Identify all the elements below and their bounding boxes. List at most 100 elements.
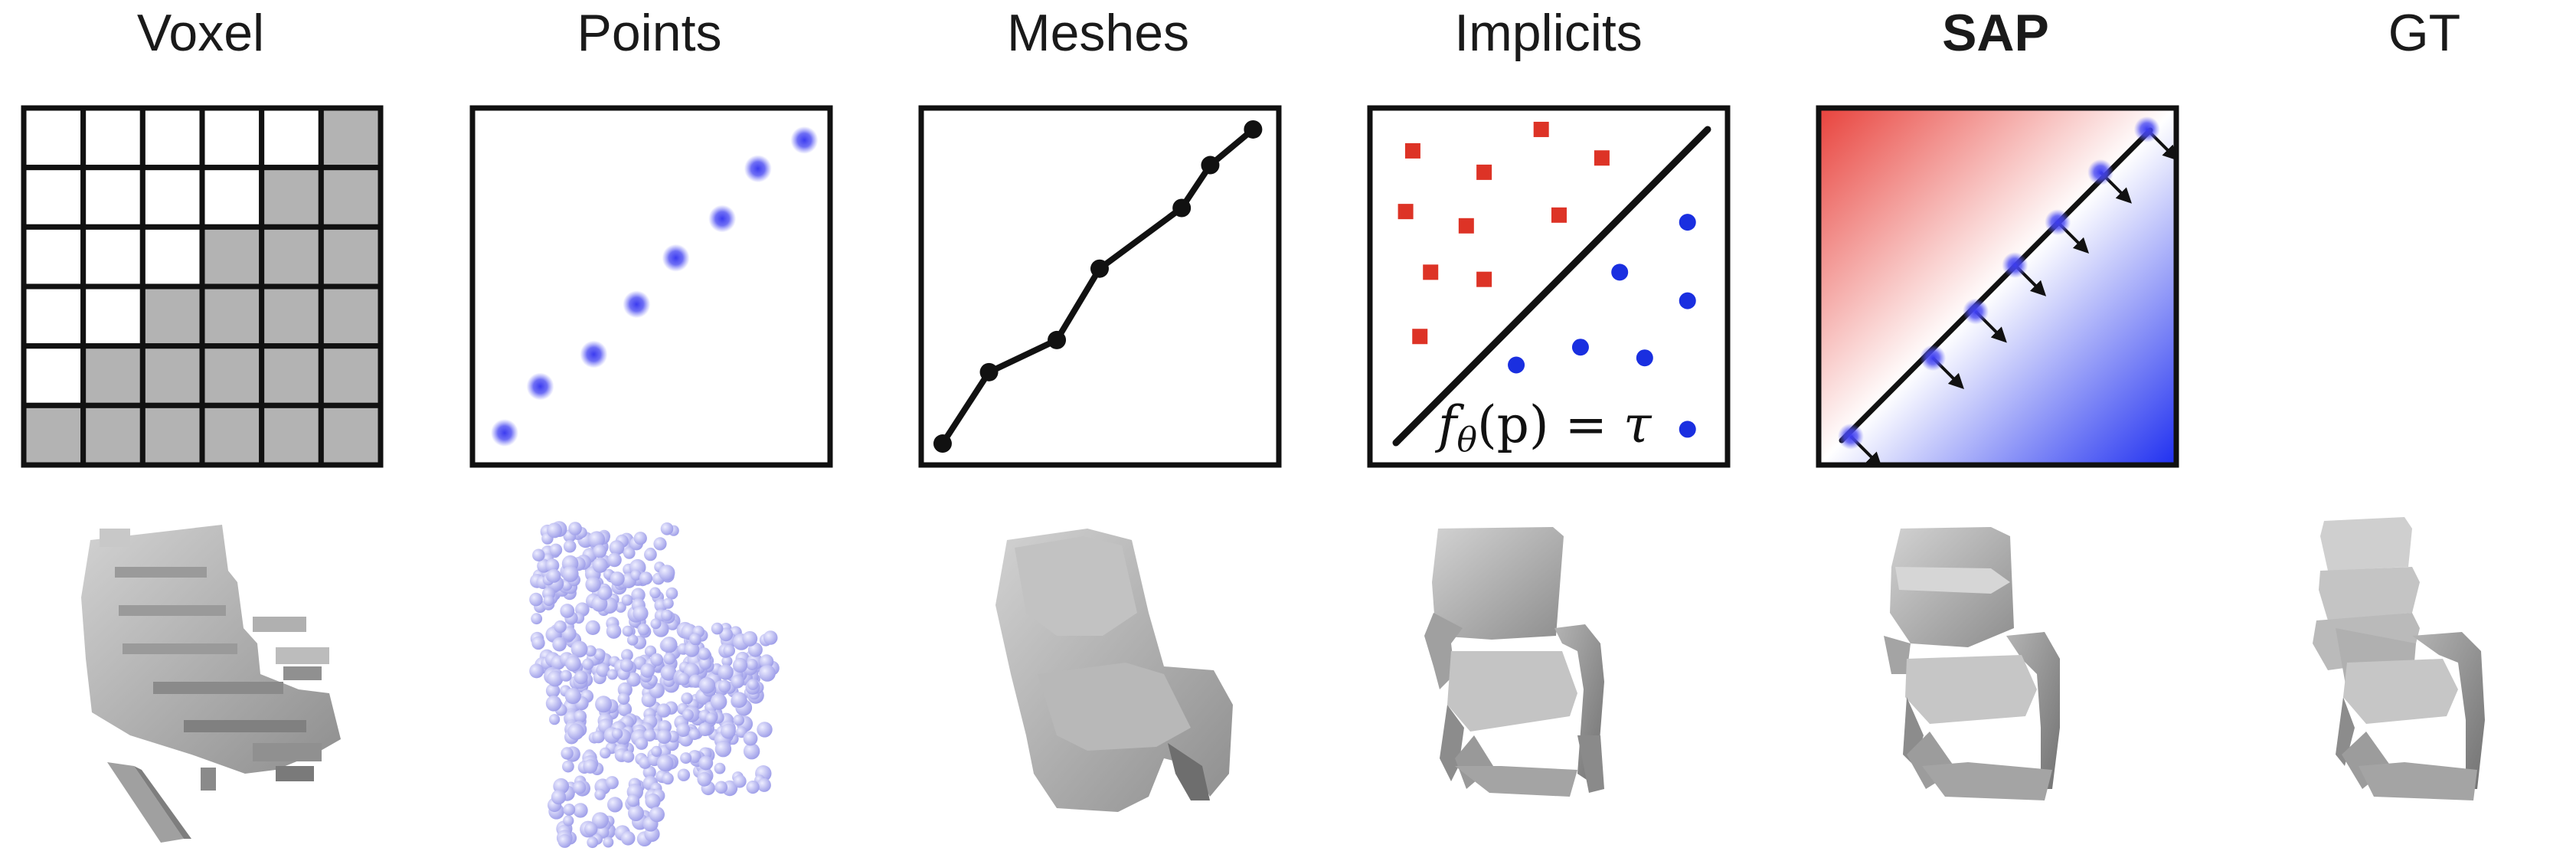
chair-point-sphere — [649, 807, 665, 823]
chair-point-sphere — [619, 658, 634, 673]
chair-point-sphere — [626, 672, 641, 687]
chair-point-sphere — [723, 644, 735, 657]
outside-sample-square — [1476, 271, 1492, 287]
chair-point-sphere — [587, 836, 599, 849]
chair-point-sphere — [545, 696, 562, 712]
chair-point-sphere — [710, 693, 727, 710]
chair-point-sphere — [698, 677, 716, 694]
oriented-point — [1963, 298, 1989, 325]
inside-sample-circle — [1679, 214, 1696, 231]
chair-point-sphere — [633, 532, 647, 545]
chair-point-sphere — [697, 771, 712, 787]
chair-point-sphere — [606, 669, 618, 680]
chair-gt-render — [2313, 517, 2485, 800]
chair-point-sphere — [543, 594, 554, 607]
point-sample — [580, 340, 608, 368]
chair-point-sphere — [588, 531, 606, 548]
chair-point-sphere — [677, 673, 690, 686]
chair-point-sphere — [656, 703, 671, 718]
chair-point-sphere — [607, 552, 622, 568]
chair-point-sphere — [733, 714, 744, 726]
voxel-cell-filled — [318, 165, 384, 230]
chair-point-sphere — [607, 797, 623, 813]
chair-point-sphere — [623, 547, 636, 559]
voxel-cell-filled — [259, 165, 324, 230]
voxel-cell-filled — [318, 402, 384, 468]
inside-sample-circle — [1508, 356, 1525, 374]
title-sap: SAP — [1942, 4, 2049, 62]
mesh-vertex — [1244, 119, 1263, 139]
chair-point-sphere — [617, 692, 630, 705]
chair-point-sphere — [563, 804, 576, 816]
outside-sample-square — [1423, 264, 1439, 280]
chair-point-sphere — [573, 781, 587, 794]
chair-point-sphere — [746, 781, 760, 794]
chair-point-sphere — [656, 729, 672, 745]
chair-point-sphere — [595, 696, 613, 713]
chair-point-sphere — [743, 731, 758, 746]
chair-points-render — [529, 521, 780, 849]
mesh-marks — [933, 119, 1263, 453]
inside-sample-circle — [1611, 264, 1629, 281]
voxel-cell-filled — [80, 343, 145, 408]
chair-point-sphere — [570, 640, 588, 658]
voxel-cell-filled — [259, 283, 324, 349]
chair-point-sphere — [733, 774, 747, 788]
chair-point-sphere — [643, 728, 656, 742]
chair-point-sphere — [631, 588, 646, 602]
eq-rest: (p) = — [1477, 395, 1623, 454]
chair-point-sphere — [622, 750, 635, 763]
chair-point-sphere — [584, 822, 598, 836]
chair-point-sphere — [620, 831, 636, 846]
voxel-cell-filled — [318, 105, 384, 171]
eq-tau: τ — [1623, 395, 1652, 454]
chair-point-sphere — [656, 755, 674, 771]
points-frame — [469, 105, 833, 468]
chair-point-sphere — [731, 675, 744, 689]
meshes-panel — [918, 105, 1282, 468]
chair-point-sphere — [621, 649, 633, 662]
chair-point-sphere — [763, 630, 778, 645]
outside-sample-square — [1476, 164, 1492, 180]
chair-point-sphere — [630, 569, 642, 581]
chair-point-sphere — [564, 687, 581, 705]
chair-point-sphere — [650, 618, 662, 630]
point-sample — [790, 126, 819, 154]
mesh-vertex — [979, 362, 999, 381]
voxel-cell-empty — [21, 283, 87, 349]
chair-point-sphere — [662, 772, 674, 785]
chair-point-sphere — [560, 604, 575, 618]
chair-point-sphere — [567, 723, 584, 740]
chair-point-sphere — [731, 692, 747, 709]
chair-point-sphere — [747, 642, 763, 657]
meshes-frame — [918, 105, 1282, 468]
voxel-cell-empty — [21, 165, 87, 230]
chair-point-sphere — [610, 571, 625, 587]
voxel-cell-empty — [199, 165, 265, 230]
chair-point-sphere — [653, 537, 667, 551]
voxel-cell-filled — [318, 283, 384, 349]
inside-sample-circle — [1679, 421, 1696, 438]
chair-point-sphere — [682, 709, 694, 721]
chair-point-sphere — [639, 571, 653, 585]
voxel-cell-empty — [259, 105, 324, 171]
voxel-cell-empty — [80, 283, 145, 349]
chair-point-sphere — [705, 712, 718, 725]
chair-point-sphere — [633, 605, 649, 621]
chair-point-sphere — [628, 805, 644, 821]
chair-point-sphere — [584, 645, 597, 657]
chair-point-sphere — [644, 548, 657, 561]
chair-point-sphere — [582, 658, 594, 670]
chair-point-sphere — [680, 752, 692, 764]
chair-point-sphere — [532, 548, 545, 561]
point-sample — [526, 372, 554, 401]
points-panel — [469, 105, 833, 468]
point-sample — [662, 244, 690, 272]
chair-point-sphere — [547, 522, 563, 539]
chair-point-sphere — [642, 765, 656, 779]
chair-point-sphere — [562, 760, 574, 773]
chair-point-sphere — [545, 558, 560, 573]
outside-sample-square — [1458, 218, 1474, 234]
title-meshes: Meshes — [1007, 4, 1189, 62]
